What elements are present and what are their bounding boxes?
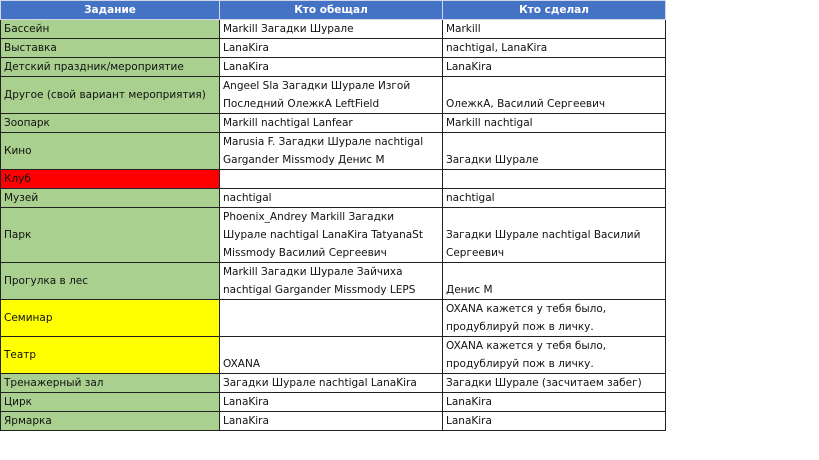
done-cell[interactable]: LanaKira (442, 411, 666, 431)
task-cell[interactable]: Парк (0, 207, 220, 263)
promised-cell[interactable]: LanaKira (219, 57, 443, 77)
header-done[interactable]: Кто сделал (442, 0, 666, 20)
task-cell[interactable]: Цирк (0, 392, 220, 412)
promised-cell[interactable]: Marusia F. Загадки Шурале nachtigal Garg… (219, 132, 443, 170)
header-row: Задание Кто обещал Кто сделал (0, 0, 666, 20)
table-row: Другое (свой вариант мероприятия) Angeel … (0, 76, 666, 114)
task-cell[interactable]: Ярмарка (0, 411, 220, 431)
table-row: Цирк LanaKira LanaKira (0, 392, 666, 412)
task-cell[interactable]: Бассейн (0, 19, 220, 39)
task-cell[interactable]: Тренажерный зал (0, 373, 220, 393)
task-cell[interactable]: Зоопарк (0, 113, 220, 133)
table-row: Бассейн Markill Загадки Шурале Markill (0, 19, 666, 39)
promised-cell[interactable]: Загадки Шурале nachtigal LanaKira (219, 373, 443, 393)
table-row: Музей nachtigal nachtigal (0, 188, 666, 208)
header-task[interactable]: Задание (0, 0, 220, 20)
done-cell[interactable]: nachtigal (442, 188, 666, 208)
task-cell[interactable]: Семинар (0, 299, 220, 337)
promised-cell[interactable]: LanaKira (219, 411, 443, 431)
done-cell[interactable]: Загадки Шурале nachtigal Василий Сергеев… (442, 207, 666, 263)
table-row: Парк Phoenix_Andrey Markill Загадки Шурал… (0, 207, 666, 263)
table-row: Клуб (0, 169, 666, 189)
table-row: Прогулка в лес Markill Загадки Шурале Зай… (0, 262, 666, 300)
done-cell[interactable]: nachtigal, LanaKira (442, 38, 666, 58)
promised-cell[interactable] (219, 169, 443, 189)
promised-cell[interactable] (219, 299, 443, 337)
header-promised[interactable]: Кто обещал (219, 0, 443, 20)
done-cell[interactable]: Загадки Шурале (442, 132, 666, 170)
task-cell[interactable]: Детский праздник/мероприятие (0, 57, 220, 77)
promised-cell[interactable]: Markill Загадки Шурале (219, 19, 443, 39)
done-cell[interactable]: ОлежкА, Василий Сергеевич (442, 76, 666, 114)
done-cell[interactable]: Markill nachtigal (442, 113, 666, 133)
done-cell[interactable]: OXANA кажется у тебя было, продублируй п… (442, 299, 666, 337)
task-cell[interactable]: Кино (0, 132, 220, 170)
table-row: Зоопарк Markill nachtigal Lanfear Markill … (0, 113, 666, 133)
spreadsheet-table: Задание Кто обещал Кто сделал Бассейн Mar… (0, 0, 666, 431)
table-row: Выставка LanaKira nachtigal, LanaKira (0, 38, 666, 58)
promised-cell[interactable]: Phoenix_Andrey Markill Загадки Шурале na… (219, 207, 443, 263)
table-row: Театр OXANA OXANA кажется у тебя было, про… (0, 336, 666, 374)
done-cell[interactable]: Markill (442, 19, 666, 39)
promised-cell[interactable]: Markill nachtigal Lanfear (219, 113, 443, 133)
table-row: Семинар OXANA кажется у тебя было, продуб… (0, 299, 666, 337)
promised-cell[interactable]: nachtigal (219, 188, 443, 208)
table-row: Кино Marusia F. Загадки Шурале nachtigal … (0, 132, 666, 170)
promised-cell[interactable]: Angeel Sla Загадки Шурале Изгой Последни… (219, 76, 443, 114)
promised-cell[interactable]: LanaKira (219, 392, 443, 412)
promised-cell[interactable]: Markill Загадки Шурале Зайчиха nachtigal… (219, 262, 443, 300)
task-cell[interactable]: Музей (0, 188, 220, 208)
done-cell[interactable]: LanaKira (442, 392, 666, 412)
table-row: Ярмарка LanaKira LanaKira (0, 411, 666, 431)
table-row: Тренажерный зал Загадки Шурале nachtigal … (0, 373, 666, 393)
task-cell[interactable]: Прогулка в лес (0, 262, 220, 300)
task-cell[interactable]: Выставка (0, 38, 220, 58)
task-cell[interactable]: Другое (свой вариант мероприятия) (0, 76, 220, 114)
done-cell[interactable] (442, 169, 666, 189)
done-cell[interactable]: LanaKira (442, 57, 666, 77)
promised-cell[interactable]: LanaKira (219, 38, 443, 58)
table-row: Детский праздник/мероприятие LanaKira Lana… (0, 57, 666, 77)
promised-cell[interactable]: OXANA (219, 336, 443, 374)
task-cell[interactable]: Клуб (0, 169, 220, 189)
done-cell[interactable]: Загадки Шурале (засчитаем забег) (442, 373, 666, 393)
done-cell[interactable]: Денис М (442, 262, 666, 300)
done-cell[interactable]: OXANA кажется у тебя было, продублируй п… (442, 336, 666, 374)
task-cell[interactable]: Театр (0, 336, 220, 374)
